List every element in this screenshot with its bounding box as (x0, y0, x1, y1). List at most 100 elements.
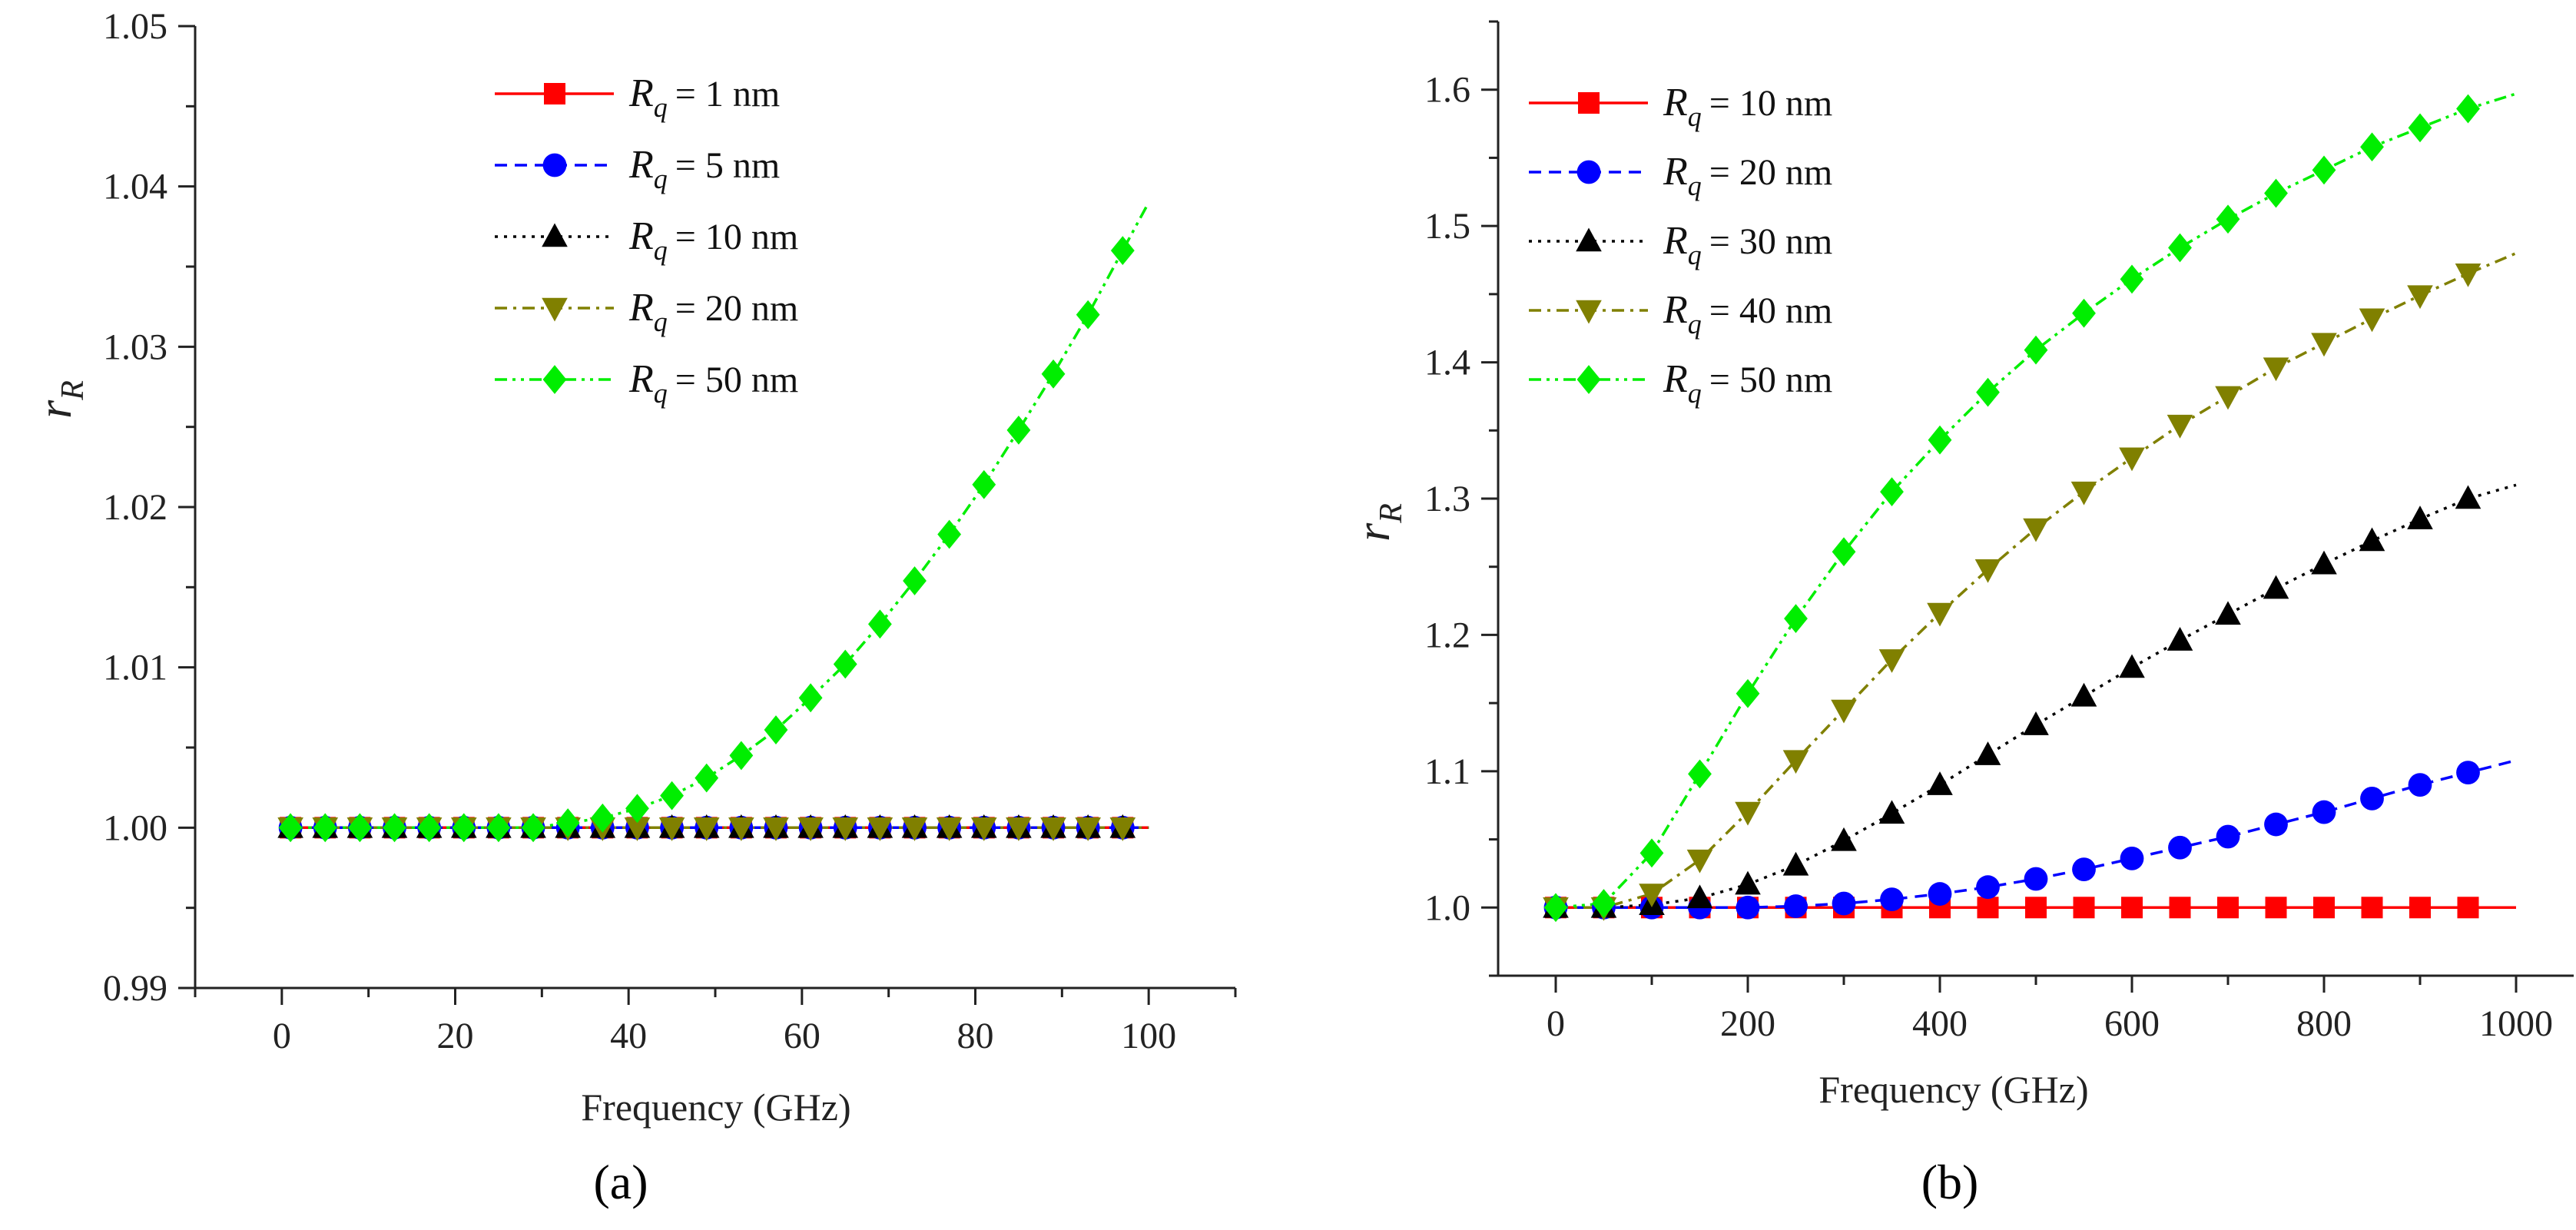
data-point-s5 (972, 469, 996, 499)
legend-marker-3 (1576, 227, 1602, 252)
y-tick-label: 1.6 (1424, 70, 1470, 111)
data-point-s5 (452, 813, 476, 843)
data-point-s3 (1831, 827, 1857, 851)
data-point-s5 (1592, 889, 1616, 918)
legend-marker-1 (544, 83, 565, 104)
data-point-s2 (2312, 800, 2336, 824)
y-axis-label-b-main: r (1348, 522, 1400, 542)
data-point-s1 (2217, 897, 2239, 919)
plot-area-a (277, 201, 1150, 843)
plot-area-b (1543, 92, 2517, 923)
data-point-s5 (1110, 236, 1135, 266)
data-point-s1 (2409, 897, 2431, 919)
data-point-s4 (970, 817, 997, 841)
data-point-s2 (2264, 812, 2288, 837)
data-point-s5 (1832, 537, 1856, 567)
data-point-s4 (2070, 481, 2097, 506)
data-point-s2 (1880, 887, 1904, 912)
data-point-s4 (1927, 602, 1953, 627)
legend-marker-2 (542, 153, 567, 177)
data-point-s5 (486, 813, 511, 843)
data-point-s3 (2311, 550, 2337, 575)
data-point-s4 (1974, 559, 2001, 583)
data-point-s4 (1686, 849, 1713, 874)
x-tick-label: 600 (2104, 1003, 2160, 1044)
data-point-s2 (1784, 894, 1808, 918)
data-point-s4 (1639, 884, 1665, 908)
data-point-s5 (903, 566, 927, 595)
y-tick-label: 1.3 (1424, 479, 1470, 519)
legend-entry-3: Rq = 30 nm (1663, 219, 1832, 270)
chart-panel-b: 0 200 400 600 800 1000 1.0 1.1 1.2 1.3 1.4 1.5 1.6 R… (1348, 20, 2574, 1209)
data-point-s3 (2167, 627, 2193, 651)
x-tick-label: 0 (273, 1016, 291, 1056)
data-point-s3 (1878, 800, 1905, 824)
data-point-s4 (693, 817, 720, 841)
data-point-s4 (2455, 263, 2482, 287)
data-point-s5 (2264, 178, 2288, 208)
data-point-s3 (1974, 741, 2001, 765)
data-point-s2 (1736, 895, 1760, 920)
data-point-s5 (2024, 335, 2048, 365)
data-point-s4 (1831, 699, 1857, 724)
data-point-s4 (1782, 750, 1809, 774)
y-tick-label: 0.99 (103, 968, 167, 1009)
data-point-s4 (2215, 386, 2241, 410)
data-point-s5 (867, 609, 892, 639)
x-tick-label: 1000 (2479, 1003, 2553, 1044)
legend-entry-1: Rq = 10 nm (1663, 81, 1832, 132)
data-point-s5 (729, 741, 754, 771)
y-axis-label-a-main: r (29, 400, 81, 419)
data-point-s5 (1076, 300, 1100, 330)
data-point-s5 (417, 813, 442, 843)
data-point-s1 (2121, 897, 2143, 919)
x-axis-label-a: Frequency (GHz) (581, 1086, 850, 1129)
x-axis-label-b: Frequency (GHz) (1818, 1068, 2088, 1111)
data-point-s2 (1928, 882, 1952, 906)
data-point-s5 (1639, 838, 1664, 868)
data-point-s4 (2359, 308, 2385, 333)
data-point-s4 (1878, 649, 1905, 673)
chart-panel-a: 0 20 40 60 80 100 0.99 1.00 1.01 1.02 1.03 1.04 1.05… (29, 6, 1237, 1209)
data-point-s5 (555, 808, 580, 837)
data-point-s1 (2073, 897, 2095, 919)
data-point-s5 (2216, 204, 2240, 234)
legend-marker-2 (1576, 160, 1601, 184)
data-point-s5 (937, 519, 962, 549)
data-point-s2 (2120, 847, 2144, 870)
y-tick-label: 1.1 (1424, 751, 1470, 792)
legend-entry-2: Rq = 20 nm (1663, 150, 1832, 201)
data-point-s5 (625, 794, 649, 824)
data-point-s4 (1735, 801, 1761, 826)
x-tick-label: 800 (2296, 1003, 2352, 1044)
data-point-s5 (1736, 678, 1760, 708)
y-axis-label-a-sub: R (55, 380, 91, 401)
data-point-s4 (797, 817, 824, 841)
data-point-s5 (1928, 425, 1952, 455)
y-tick-label: 1.4 (1424, 343, 1470, 383)
data-point-s4 (867, 817, 893, 841)
data-point-s4 (1109, 817, 1136, 841)
data-point-s4 (2311, 333, 2337, 357)
x-tick-label: 40 (610, 1016, 647, 1056)
data-point-s3 (2215, 601, 2241, 625)
data-point-s3 (2359, 527, 2385, 552)
data-point-s5 (1976, 377, 2000, 407)
y-tick-label: 1.5 (1424, 206, 1470, 247)
y-axis-label-b-sub: R (1374, 503, 1409, 524)
data-point-s4 (2167, 414, 2193, 439)
data-point-s5 (798, 683, 823, 713)
data-point-s1 (2313, 897, 2335, 919)
data-point-s5 (1041, 359, 1066, 389)
x-tick-label: 80 (957, 1016, 994, 1056)
data-point-s1 (2169, 897, 2191, 919)
data-point-s1 (2457, 897, 2479, 919)
axes-b: 0 200 400 600 800 1000 1.0 1.1 1.2 1.3 1.4 1.5 1.6 (1424, 20, 2574, 1044)
data-point-s5 (521, 813, 545, 843)
legend-entry-4: Rq = 20 nm (628, 286, 798, 337)
data-point-s5 (347, 813, 372, 843)
legend-entry-5: Rq = 50 nm (628, 357, 798, 409)
legend-marker-5 (1576, 365, 1601, 394)
legend-b: Rq = 10 nm Rq = 20 nm Rq = 30 nm Rq = 40 nm Rq = … (1529, 81, 1832, 409)
data-point-s5 (2456, 94, 2480, 124)
